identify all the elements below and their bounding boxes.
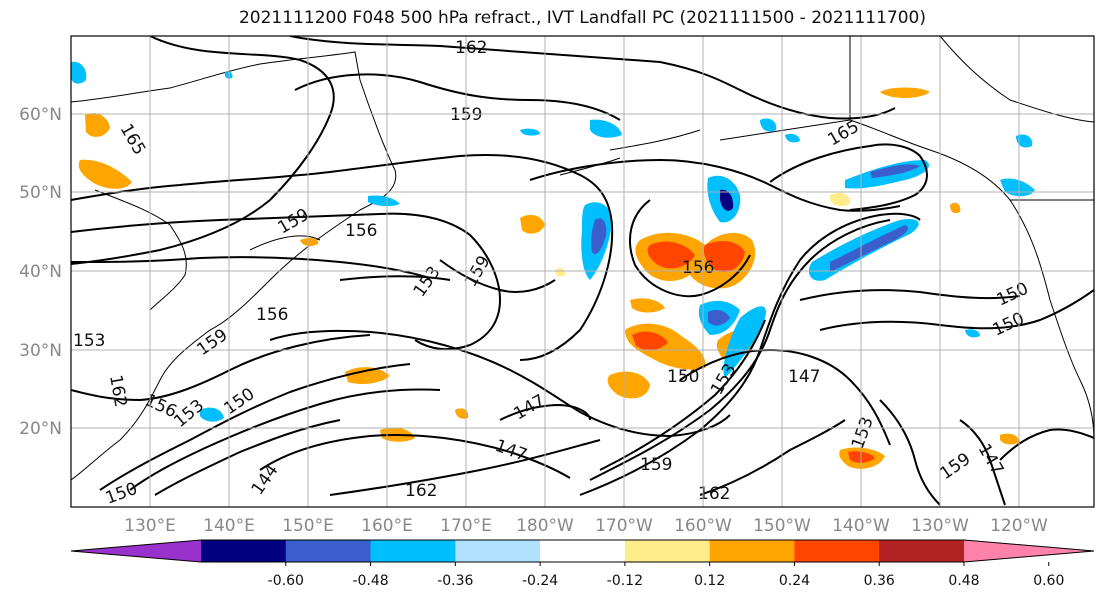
contour-label: 159 <box>640 455 672 475</box>
colorbar-tick-label: 0.60 <box>1033 573 1064 589</box>
map-frame <box>70 35 1095 508</box>
contour-label: 162 <box>455 38 487 58</box>
contour-label: 150 <box>667 367 699 387</box>
colorbar-tick-label: -0.60 <box>268 573 304 589</box>
colorbar-segment <box>540 540 626 562</box>
latitude-label: 40°N <box>19 262 62 282</box>
contour-lines <box>71 36 1094 506</box>
contour-label: 162 <box>405 481 437 501</box>
contour-label: 156 <box>345 221 377 241</box>
colorbar-tick-label: 0.48 <box>948 573 979 589</box>
colorbar-segment <box>794 540 880 562</box>
longitude-label: 140°E <box>203 516 255 536</box>
colorbar-segment <box>624 540 711 562</box>
coastlines <box>71 36 1094 481</box>
gridlines <box>71 36 1094 507</box>
contour-label: 156 <box>682 258 714 278</box>
longitude-label: 170°W <box>595 516 653 536</box>
colorbar-segment <box>709 540 795 562</box>
colorbar-extend-low <box>71 540 201 562</box>
longitude-label: 160°W <box>674 516 732 536</box>
colorbar: -0.60 -0.48 -0.36 -0.24 -0.12 0.12 0.24 0.36 0.4… <box>70 539 1095 589</box>
contour-label: 153 <box>73 331 105 351</box>
longitude-label: 170°E <box>440 516 492 536</box>
colorbar-tick-label: 0.12 <box>694 573 725 589</box>
longitude-label: 120°W <box>990 516 1048 536</box>
colorbar-tick-label: -0.12 <box>607 573 643 589</box>
colorbar-tick-label: -0.24 <box>522 573 558 589</box>
latitude-labels: 60°N 50°N 40°N 30°N 20°N <box>19 105 62 439</box>
longitude-label: 150°W <box>753 516 811 536</box>
colorbar-segment <box>285 540 372 562</box>
colorbar-segment <box>201 540 287 562</box>
colorbar-extend-high <box>964 540 1094 562</box>
longitude-label: 160°E <box>361 516 413 536</box>
refractivity-anomaly-fill <box>71 61 1035 469</box>
colorbar-segment <box>370 540 456 562</box>
contour-label: 147 <box>788 367 820 387</box>
colorbar-segment <box>455 540 541 562</box>
map-title: 2021111200 F048 500 hPa refract., IVT La… <box>238 8 926 28</box>
latitude-label: 50°N <box>19 183 62 203</box>
latitude-label: 20°N <box>19 419 62 439</box>
colorbar-outline <box>70 539 1095 563</box>
longitude-labels: 130°E 140°E 150°E 160°E 170°E 180°W 170°W 160°W… <box>124 516 1048 536</box>
latitude-label: 30°N <box>19 341 62 361</box>
longitude-label: 180°W <box>516 516 574 536</box>
colorbar-tick-label: 0.36 <box>864 573 895 589</box>
longitude-label: 140°W <box>832 516 890 536</box>
contour-label: 156 <box>256 305 288 325</box>
colorbar-tick-label: -0.36 <box>437 573 473 589</box>
longitude-label: 130°W <box>911 516 969 536</box>
longitude-label: 130°E <box>124 516 176 536</box>
colorbar-tick-label: -0.48 <box>352 573 388 589</box>
latitude-label: 60°N <box>19 105 62 125</box>
contour-label: 162 <box>698 484 730 504</box>
colorbar-segment <box>879 540 965 562</box>
colorbar-tick-label: 0.24 <box>779 573 810 589</box>
longitude-label: 150°E <box>282 516 334 536</box>
